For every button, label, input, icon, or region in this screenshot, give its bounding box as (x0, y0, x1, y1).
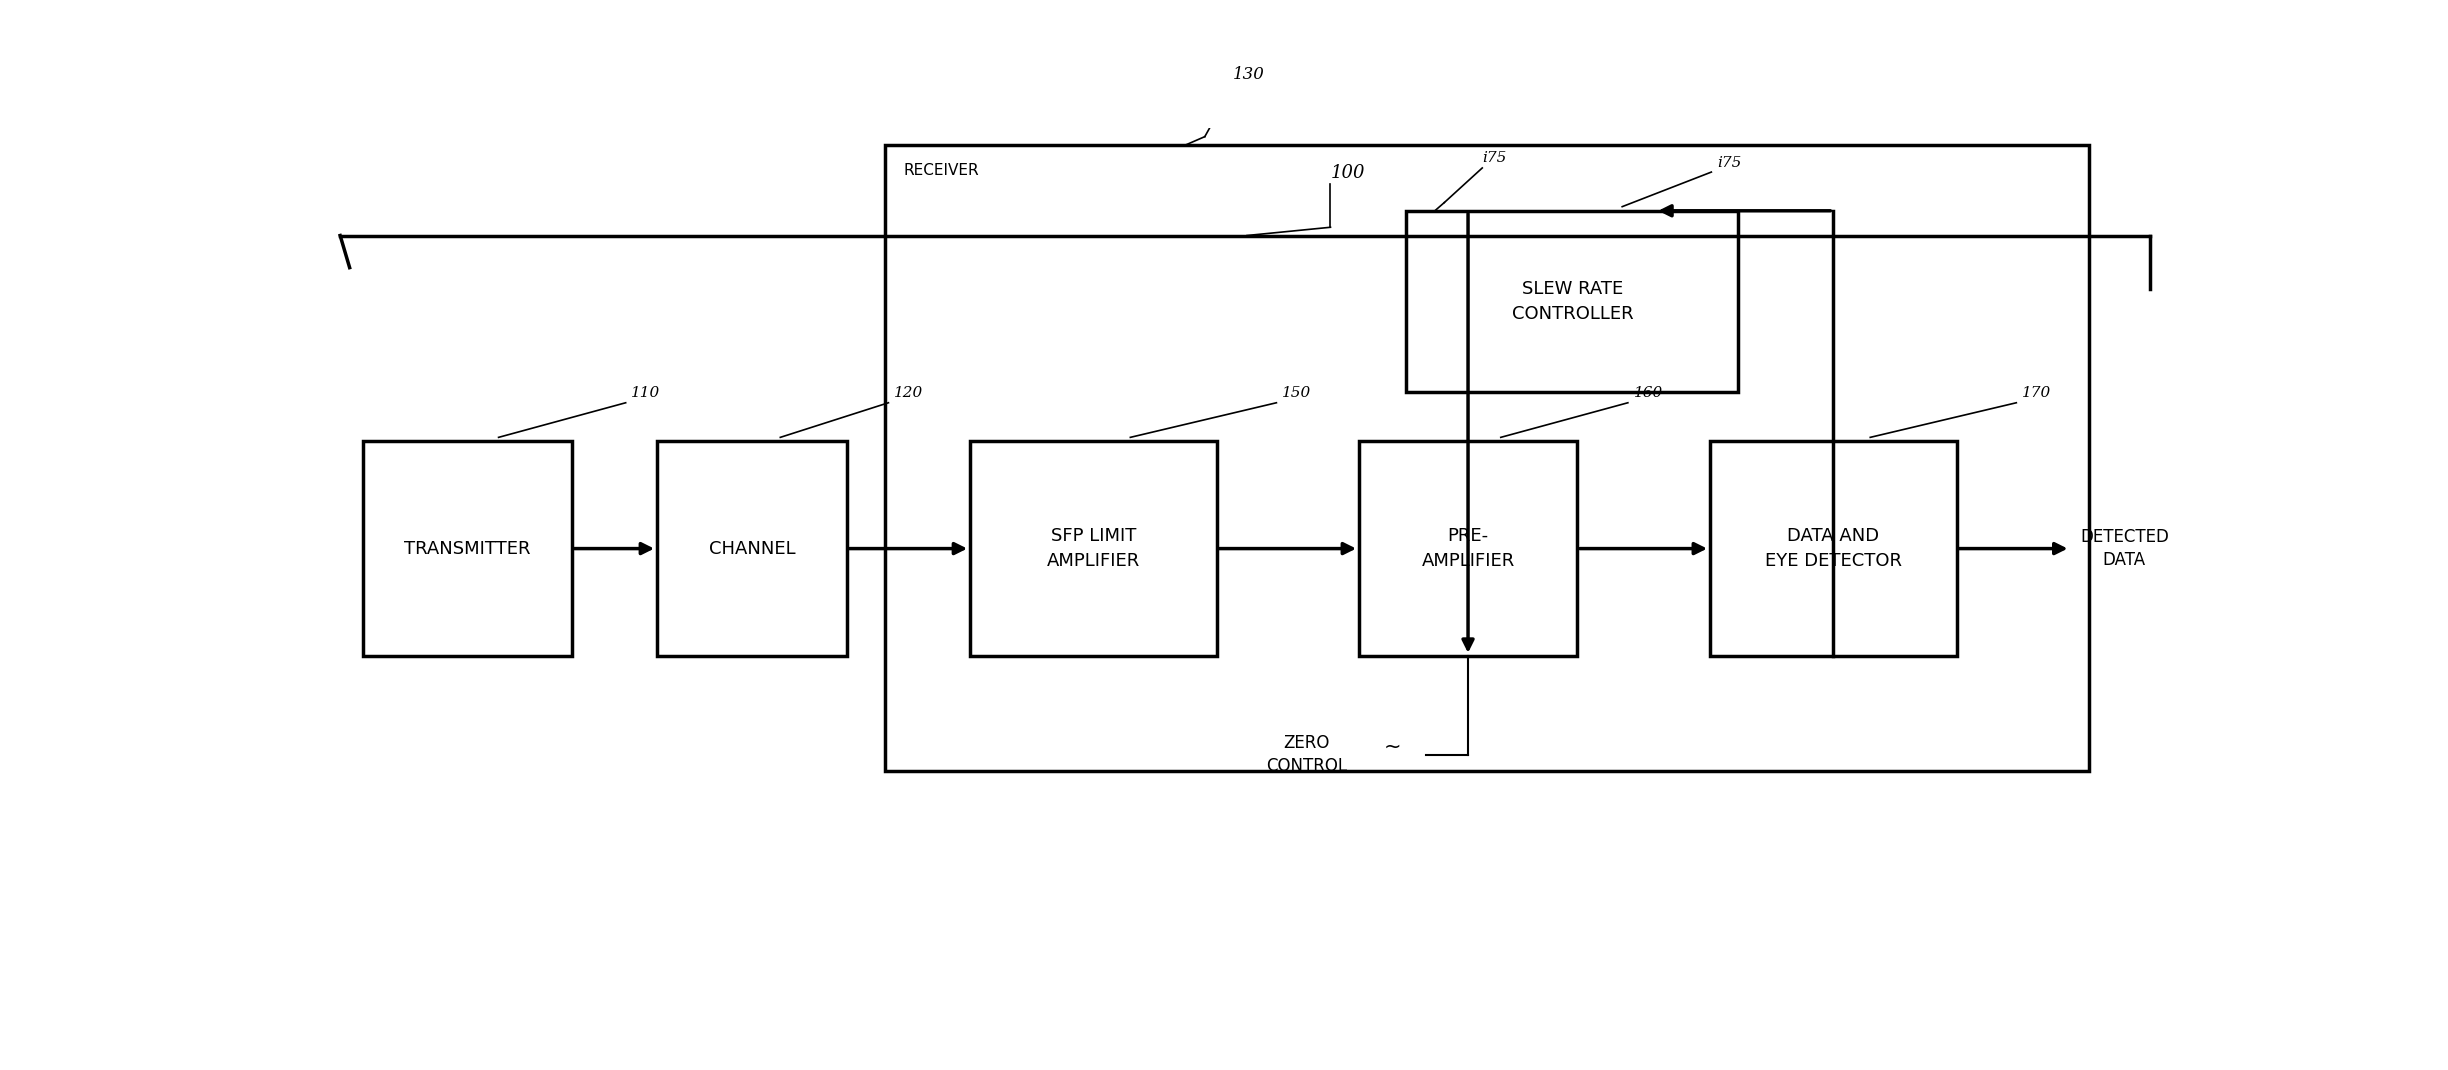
Bar (1359, 442, 1577, 656)
Text: 100: 100 (1332, 164, 1366, 182)
Bar (362, 442, 573, 656)
Text: i75: i75 (1483, 152, 1506, 166)
Text: PRE-
AMPLIFIER: PRE- AMPLIFIER (1422, 528, 1515, 569)
Text: 120: 120 (894, 386, 923, 400)
Text: ZERO
CONTROL: ZERO CONTROL (1266, 734, 1346, 776)
Bar (969, 442, 1217, 656)
Text: 150: 150 (1283, 386, 1312, 400)
Bar (1405, 211, 1738, 392)
Text: SFP LIMIT
AMPLIFIER: SFP LIMIT AMPLIFIER (1048, 528, 1141, 569)
Text: 160: 160 (1633, 386, 1662, 400)
Text: DATA AND
EYE DETECTOR: DATA AND EYE DETECTOR (1765, 528, 1902, 569)
Text: TRANSMITTER: TRANSMITTER (404, 539, 531, 557)
Text: i75: i75 (1716, 155, 1741, 169)
Text: 110: 110 (632, 386, 661, 400)
Text: SLEW RATE
CONTROLLER: SLEW RATE CONTROLLER (1510, 280, 1633, 322)
Text: ~: ~ (1383, 736, 1400, 756)
Text: 130: 130 (1234, 66, 1266, 83)
Text: DETECTED
DATA: DETECTED DATA (2081, 528, 2169, 569)
Bar (1711, 442, 1956, 656)
Bar (656, 442, 847, 656)
Text: CHANNEL: CHANNEL (707, 539, 796, 557)
Text: 170: 170 (2022, 386, 2051, 400)
Text: RECEIVER: RECEIVER (903, 163, 979, 178)
Bar (884, 144, 2091, 771)
